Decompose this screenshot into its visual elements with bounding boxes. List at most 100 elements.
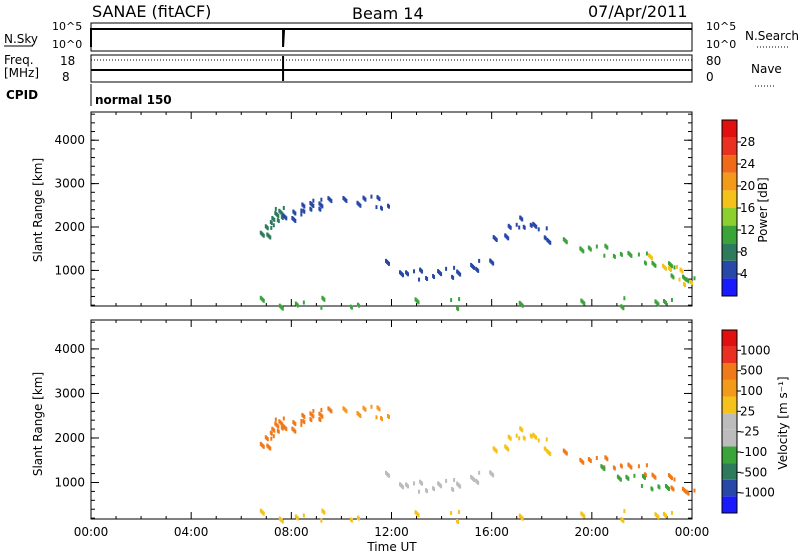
colorbar-cell — [722, 137, 737, 156]
scatter-cell — [664, 266, 667, 271]
scatter-cell — [330, 199, 333, 204]
nsky-tick-top: 10^5 — [52, 20, 82, 33]
scatter-cell — [545, 226, 548, 231]
scatter-cell — [687, 279, 690, 284]
scatter-cell — [281, 519, 284, 524]
scatter-cell — [654, 263, 657, 268]
scatter-cell — [452, 275, 455, 280]
scatter-cell — [262, 298, 265, 303]
scatter-cell — [285, 427, 288, 432]
scatter-cell — [445, 266, 448, 271]
scatter-cell — [281, 426, 284, 431]
velocity-panel: 4000 3000 2000 1000 — [54, 319, 696, 524]
power-panel: 4000 3000 2000 1000 — [54, 111, 696, 312]
colorbar-tick-label: 500 — [740, 364, 763, 378]
colorbar-cell — [722, 190, 737, 208]
scatter-cell — [670, 510, 673, 515]
scatter-cell — [350, 305, 353, 310]
scatter-cell — [277, 429, 280, 434]
scatter-cell — [310, 207, 313, 212]
scatter-cell — [312, 414, 315, 419]
scatter-cell — [270, 436, 273, 441]
scatter-cell — [282, 205, 285, 210]
scatter-cell — [603, 467, 606, 472]
freq-trace — [91, 56, 692, 81]
power-ylabel: Slant Range [km] — [31, 158, 45, 262]
scatter-cell — [693, 488, 696, 493]
nave-tick-top: 80 — [706, 54, 721, 68]
scatter-cell — [545, 437, 548, 442]
scatter-cell — [262, 233, 265, 238]
y-tick-label: 3000 — [54, 177, 85, 191]
scatter-cell — [387, 415, 390, 420]
scatter-cell — [281, 306, 284, 311]
colorbar-cell — [722, 413, 737, 430]
scatter-cell — [669, 267, 672, 272]
scatter-cell — [458, 509, 461, 514]
scatter-cell — [320, 197, 323, 202]
scatter-cell — [627, 476, 630, 481]
colorbar-frame — [721, 329, 738, 514]
scatter-cell — [387, 204, 390, 209]
scatter-cell — [303, 420, 306, 425]
scatter-cell — [549, 240, 552, 245]
scatter-cell — [421, 269, 424, 274]
scatter-cell — [445, 478, 448, 483]
velocity-cbar-label: Velocity [m s⁻¹] — [776, 376, 790, 469]
scatter-cell — [672, 275, 675, 280]
scatter-cell — [681, 269, 684, 274]
scatter-cell — [509, 225, 512, 230]
scatter-cell — [450, 510, 453, 515]
scatter-cell — [673, 265, 676, 270]
colorbar-tick-label: 12 — [740, 223, 755, 237]
x-tick-label: 00:00 — [675, 525, 710, 539]
nsky-panel — [90, 22, 693, 52]
scatter-cell — [387, 261, 390, 266]
scatter-cell — [323, 510, 326, 515]
power-colorbar: 28 24 20 16 12 8 4 — [721, 119, 755, 297]
colorbar-tick-label: 4 — [740, 267, 748, 281]
date-title: 07/Apr/2011 — [588, 2, 688, 21]
scatter-cell — [549, 452, 552, 457]
scatter-cell — [375, 205, 378, 210]
colorbar-cell — [722, 396, 737, 414]
scatter-cell — [637, 252, 640, 257]
scatter-cell — [478, 470, 481, 475]
scatter-cell — [595, 456, 598, 461]
scatter-cell — [450, 298, 453, 303]
scatter-cell — [583, 301, 586, 306]
scatter-cell — [413, 481, 416, 486]
colorbar-cell — [722, 172, 737, 191]
scatter-cell — [673, 477, 676, 482]
scatter-cell — [387, 473, 390, 478]
scatter-cell — [300, 208, 303, 213]
scatter-cell — [323, 297, 326, 302]
scatter-cell — [678, 277, 681, 282]
scatter-cell — [535, 224, 538, 229]
scatter-cell — [521, 428, 524, 433]
scatter-cell — [418, 489, 421, 494]
x-tick-label: 08:00 — [274, 525, 309, 539]
scatter-cell — [622, 519, 625, 524]
freq-panel — [90, 54, 693, 83]
scatter-cell — [407, 484, 410, 489]
scatter-cell — [281, 211, 284, 216]
scatter-cell — [274, 417, 277, 422]
scatter-cell — [272, 434, 275, 439]
scatter-cell — [495, 449, 498, 454]
scatter-cell — [262, 511, 265, 516]
scatter-cell — [296, 516, 299, 521]
scatter-cell — [418, 277, 421, 282]
scatter-cell — [453, 477, 456, 482]
scatter-cell — [595, 244, 598, 249]
scatter-cell — [417, 513, 420, 518]
scatter-cell — [683, 283, 686, 288]
freq-tick-bottom: 8 — [62, 70, 70, 84]
scatter-cell — [417, 300, 420, 305]
colorbar-cell — [722, 225, 737, 244]
colorbar-cell — [722, 379, 737, 397]
scatter-cell — [530, 223, 533, 228]
scatter-cell — [606, 245, 609, 250]
scatter-cell — [623, 296, 626, 301]
